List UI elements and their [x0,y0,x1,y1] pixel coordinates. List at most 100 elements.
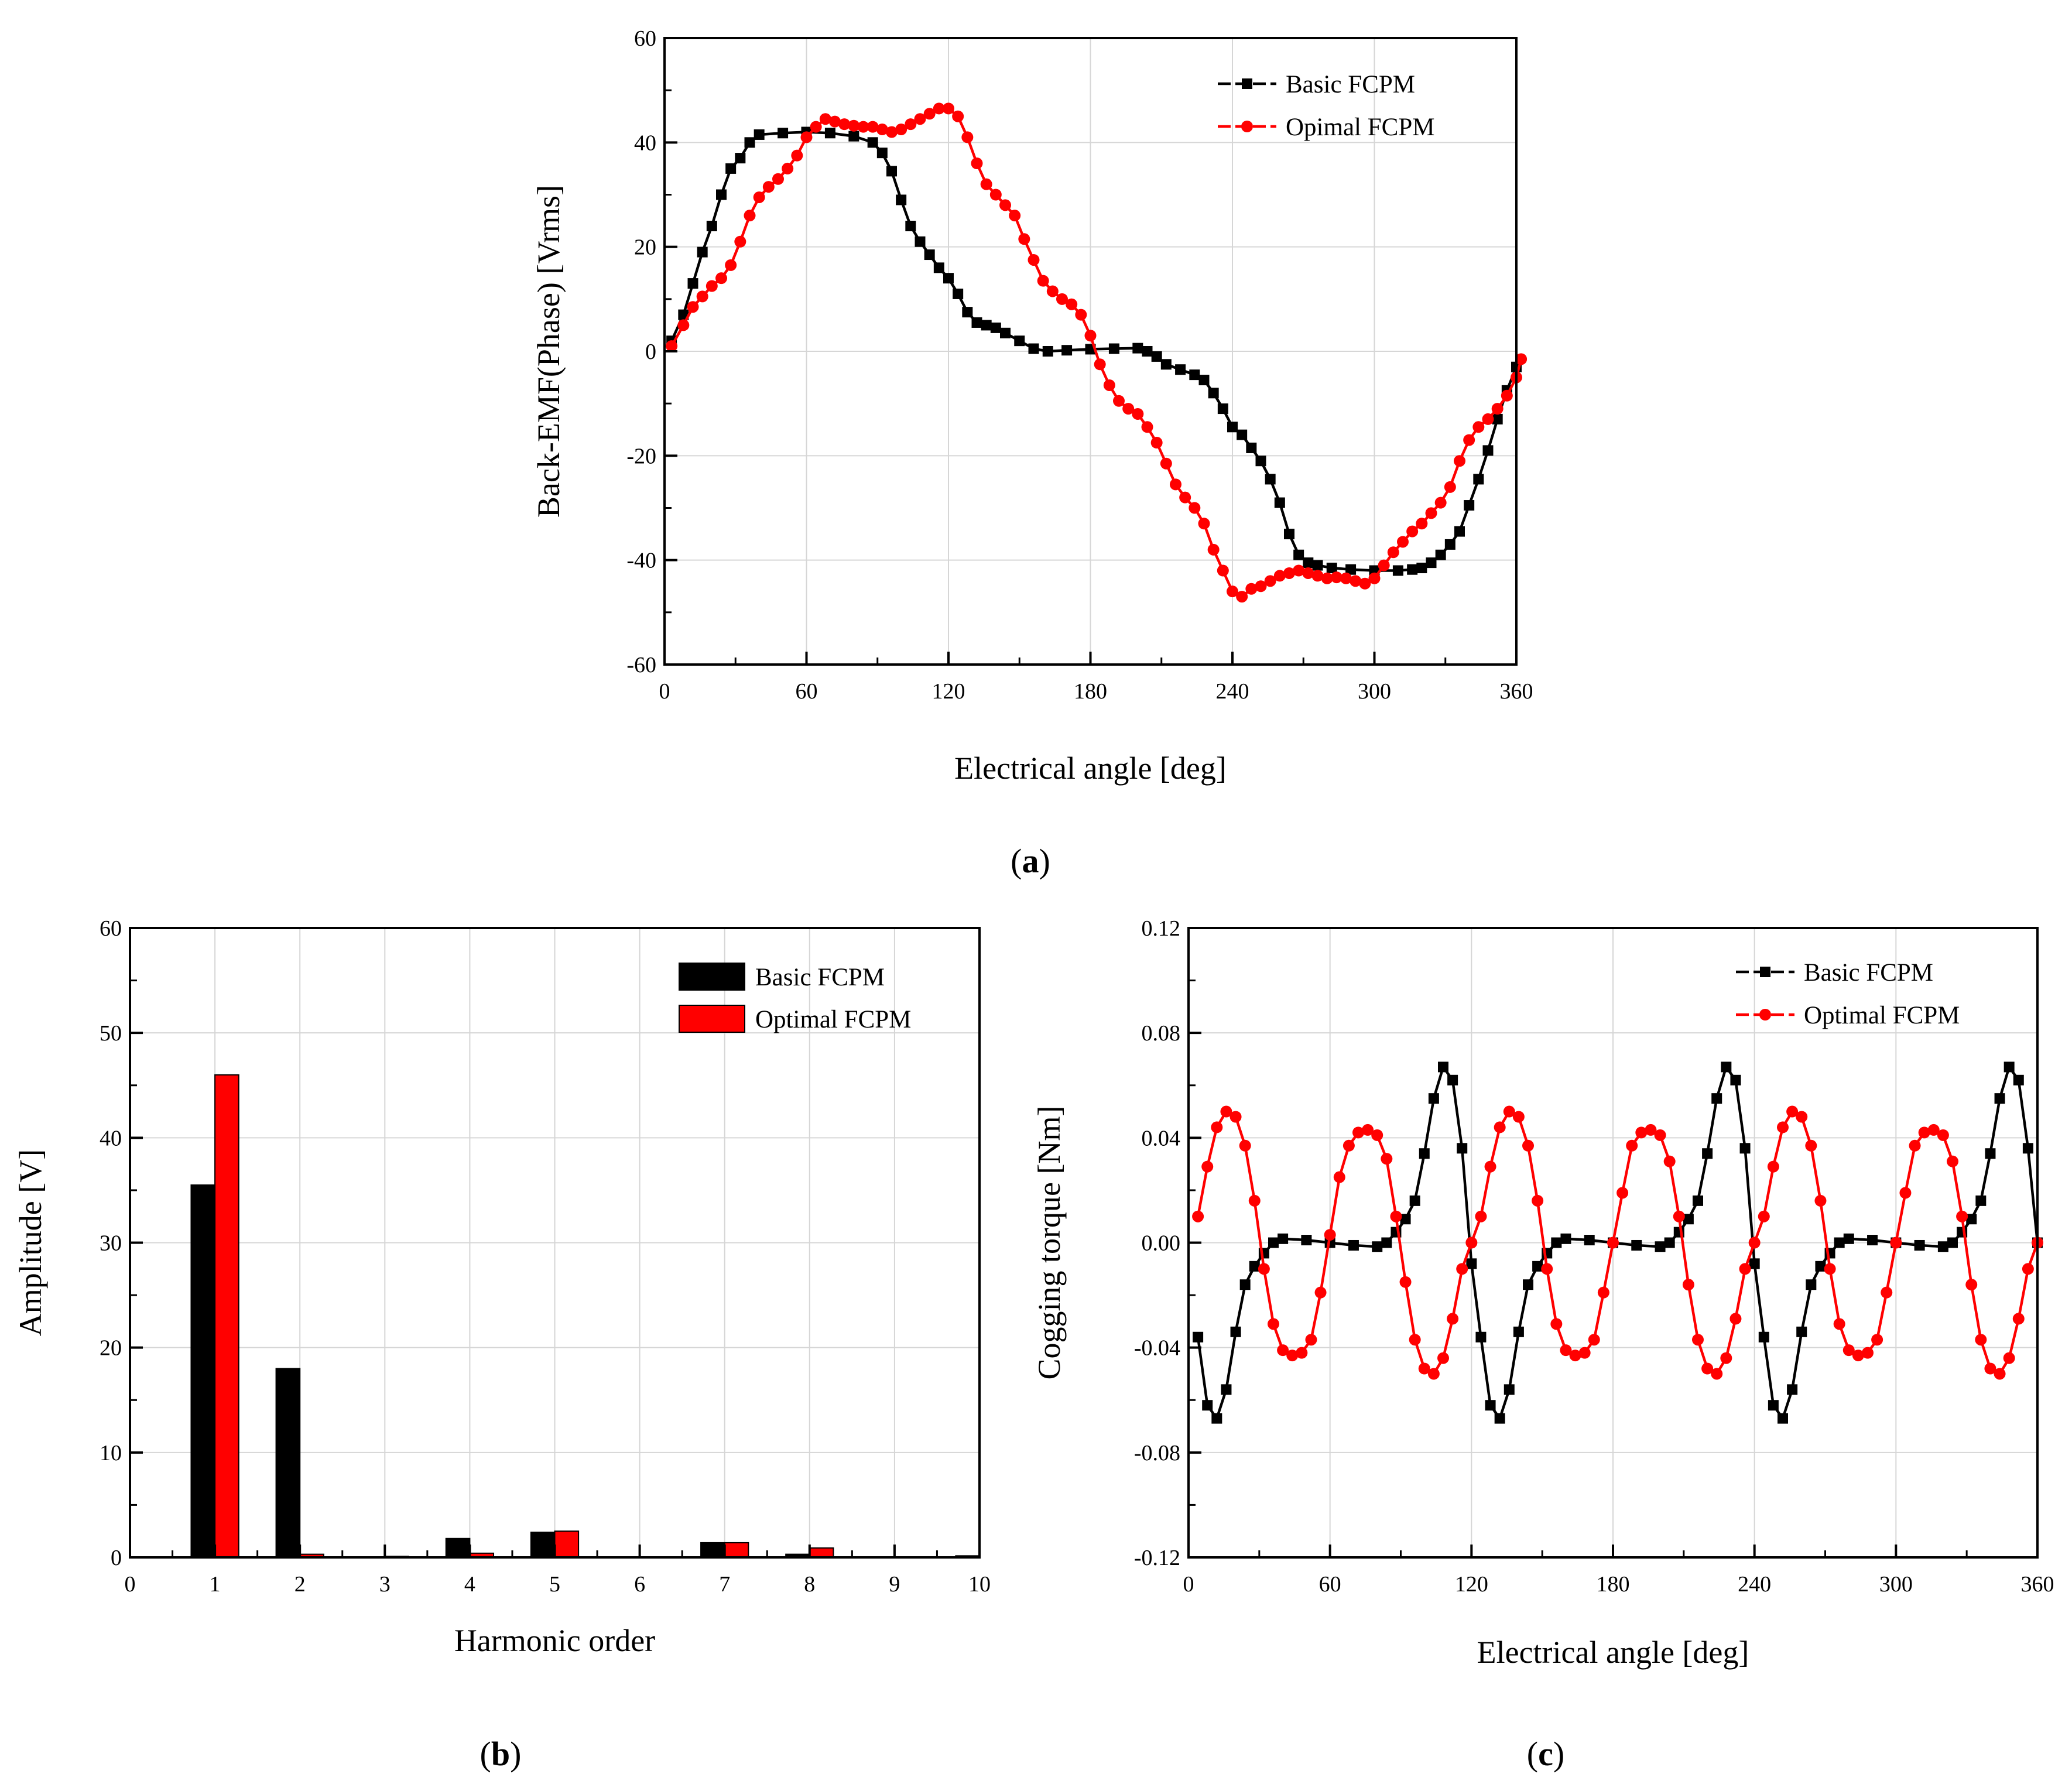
c-series1-point [1324,1229,1336,1241]
c-legend-series0-point [1760,967,1770,977]
a-series1-point [1009,210,1021,222]
c-series1-point [1654,1129,1666,1141]
a-series1-point [1189,502,1201,514]
c-series1-point [1890,1237,1902,1249]
a-series1-point [1150,437,1163,449]
c-series1-point [1701,1362,1714,1375]
c-series1-point [2012,1313,2025,1325]
c-series1-point [1437,1352,1449,1364]
c-series0-point [1815,1261,1826,1272]
a-series1-point [734,235,746,248]
a-series1-point [1207,543,1220,556]
a-series0-point [886,166,897,177]
a-series0-point [744,137,755,148]
a-ytick-label: 60 [634,26,656,51]
a-series1-point [696,290,708,303]
b-legend: Basic FCPM Optimal FCPM [679,963,911,1033]
c-series0-point [1867,1235,1878,1246]
c-xtick-label: 180 [1597,1572,1630,1597]
a-series0-point [1392,565,1403,576]
c-series0-point [1683,1214,1694,1225]
c-xtick-label: 60 [1319,1572,1341,1597]
a-series0-point [1014,335,1025,347]
a-series0-point [1274,497,1285,508]
b-bar-basic-h1 [190,1184,216,1559]
b-bar-basic-h7 [700,1542,725,1559]
a-series1-point [1368,572,1381,584]
a-series1-point [1264,575,1276,587]
c-series1-point [1409,1334,1421,1346]
c-xtick-label: 0 [1183,1572,1194,1597]
c-series0-point [1796,1326,1807,1337]
a-series0-point [1028,343,1039,354]
c-series1-point [1248,1194,1261,1207]
a-series1-point [725,259,737,271]
c-series1-point [1607,1237,1619,1249]
c-series1-point [1569,1350,1581,1362]
a-series1-point [715,272,727,285]
c-series1-point [1220,1105,1232,1118]
c-series1-point [1899,1187,1912,1199]
a-series1-point [1227,585,1238,598]
a-series1-point [1302,567,1314,579]
c-series0-point [2003,1061,2015,1073]
c-series1-point [1381,1153,1393,1165]
c-series1-point [1503,1105,1515,1118]
a-series0-point [1492,413,1503,424]
c-series1-point [1682,1279,1694,1291]
a-series0-point [1227,422,1238,433]
c-series1-point [1211,1121,1223,1133]
a-series0-point [1426,557,1437,569]
c-legend-label-1: Optimal FCPM [1804,1002,1960,1029]
c-series0-point [1438,1061,1448,1073]
a-series0-point [896,194,907,206]
b-ytick-label: 10 [100,1441,122,1465]
a-series1-point [1018,233,1030,245]
c-series1-point [1729,1313,1742,1325]
a-series0-point [981,320,992,331]
a-series0-point [1416,563,1427,574]
c-series0-point [1513,1326,1524,1337]
a-series0-point [1407,564,1418,575]
a-series0-point [867,137,878,148]
a-series0-point [1142,346,1153,357]
a-series0-point [716,189,727,200]
c-series1-point [1465,1237,1478,1249]
a-series0-point [1108,343,1119,354]
a-series1-point [886,126,898,138]
a-series1-point [1217,564,1229,577]
c-series1-point [1560,1344,1572,1357]
a-series1-point [1122,403,1135,415]
c-series0-point [1834,1237,1845,1248]
c-series0-point [1778,1413,1788,1424]
b-legend-label-1: Optimal FCPM [755,1006,911,1033]
a-series1-point [857,121,869,133]
c-series1-point [1909,1139,1921,1152]
c-series1-point [1635,1126,1648,1139]
a-series1-point [961,131,974,143]
a-series1-point [980,178,992,190]
c-series1-point [1927,1124,1940,1136]
a-series0-point [924,249,935,261]
c-series0-point [2022,1143,2033,1154]
c-xtick-label: 120 [1455,1572,1488,1597]
a-series1-point [1397,536,1409,548]
a-series1-point [1472,421,1485,433]
a-series1-point [1037,275,1049,287]
c-series0-point [1532,1261,1543,1272]
c-series0-point [1221,1384,1232,1395]
c-series0-point [1249,1261,1260,1272]
a-series0-point [778,128,789,139]
panel-c-cogging-torque-chart: 0 60 120 180 240 300 360 -0.12 -0.08 -0.04 0.00 0.0… [1032,916,2054,1670]
c-series1-point [1984,1362,1996,1375]
a-series1-point [819,113,831,125]
a-ytick-label: 20 [634,235,656,260]
c-series1-point [1342,1139,1355,1152]
a-series0-point [962,307,973,318]
c-series0-point [1693,1195,1703,1206]
c-series1-point [1418,1362,1430,1375]
b-xtick-label: 0 [125,1572,136,1597]
a-series1-point [914,113,926,125]
a-series0-point [1175,364,1186,375]
